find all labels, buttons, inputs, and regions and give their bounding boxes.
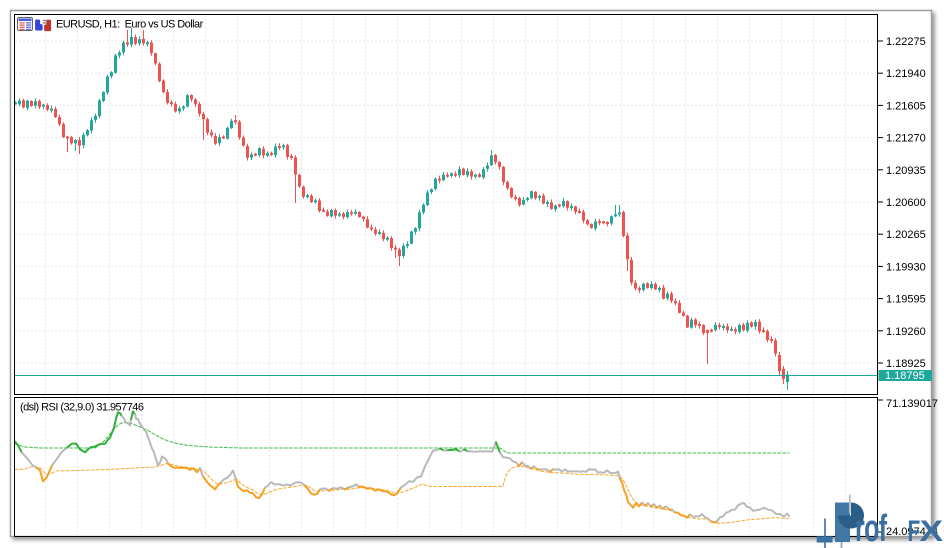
svg-text:X: X [920, 514, 944, 548]
svg-text:1.18925: 1.18925 [886, 358, 926, 370]
svg-text:1.19595: 1.19595 [886, 294, 926, 306]
svg-text:1.19930: 1.19930 [886, 261, 926, 273]
svg-text:24.097474: 24.097474 [886, 526, 938, 538]
svg-text:1.21270: 1.21270 [886, 133, 926, 145]
svg-text:1.20265: 1.20265 [886, 229, 926, 241]
svg-text:1.20600: 1.20600 [886, 197, 926, 209]
svg-text:1.18795: 1.18795 [885, 370, 925, 382]
svg-text:1.21605: 1.21605 [886, 100, 926, 112]
svg-text:rof: rof [855, 507, 887, 548]
svg-text:1.20935: 1.20935 [886, 165, 926, 177]
svg-text:(dsl) RSI (32,9.0) 31.957746: (dsl) RSI (32,9.0) 31.957746 [20, 402, 144, 414]
svg-text:EURUSD, H1: Euro vs US Dollar: EURUSD, H1: Euro vs US Dollar [56, 19, 204, 31]
svg-text:1.22275: 1.22275 [886, 36, 926, 48]
svg-text:F: F [908, 516, 921, 548]
svg-text:1.21940: 1.21940 [886, 68, 926, 80]
svg-text:1.19260: 1.19260 [886, 326, 926, 338]
svg-text:71.139017: 71.139017 [886, 398, 938, 410]
